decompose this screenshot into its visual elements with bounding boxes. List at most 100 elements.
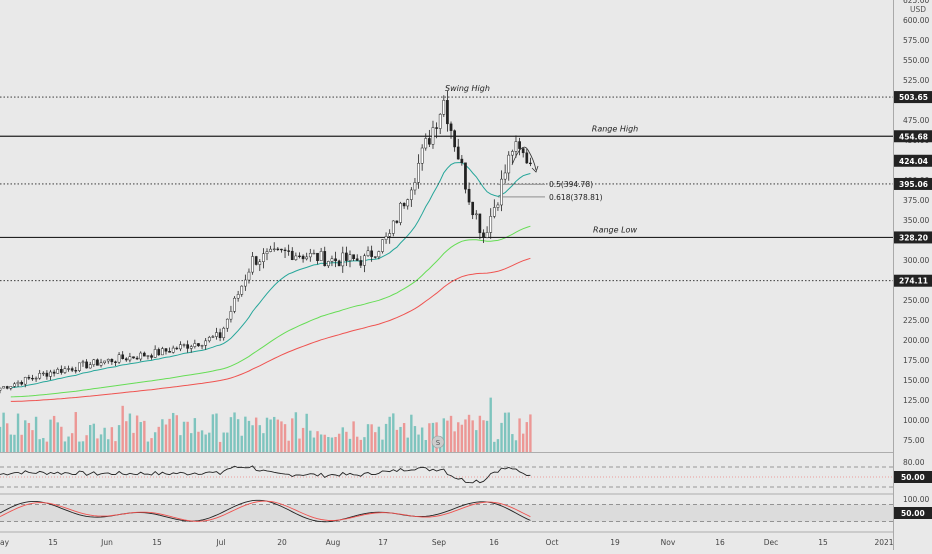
time-tick-label: Nov <box>661 538 676 547</box>
volume-bar <box>265 417 269 452</box>
volume-bar <box>34 416 38 452</box>
candle-body <box>240 285 244 295</box>
candle-body <box>207 337 211 342</box>
candle-body <box>258 261 262 265</box>
stoch-d-line <box>0 500 531 522</box>
candle-body <box>197 343 200 347</box>
volume-bar <box>74 412 77 452</box>
candle-body <box>247 271 251 281</box>
volume-bar <box>276 419 280 452</box>
time-tick-label: Dec <box>764 538 779 547</box>
volume-bar <box>327 437 330 452</box>
dividend-marker-icon[interactable] <box>431 435 445 449</box>
candle-body <box>474 213 478 216</box>
time-tick-label: 15 <box>152 538 162 547</box>
sma-mid-line <box>10 225 531 398</box>
candle-body <box>316 252 319 261</box>
volume-bar <box>478 415 482 452</box>
volume-bar <box>475 430 478 452</box>
rsi-level-tag <box>894 471 932 483</box>
volume-bar <box>446 420 449 452</box>
volume-bar <box>453 431 456 452</box>
volume-bar <box>143 420 146 452</box>
price-tick-label: 200.00 <box>903 336 929 345</box>
candle-body <box>348 254 352 261</box>
projection-arrowhead <box>531 165 539 173</box>
candle-body <box>222 327 226 338</box>
time-tick-label: 15 <box>818 538 828 547</box>
volume-bar <box>467 414 471 452</box>
volume-bar <box>301 427 305 452</box>
volume-bar <box>121 405 124 452</box>
candle-body <box>168 351 171 353</box>
volume-bar <box>67 436 70 452</box>
price-tick-label: 300.00 <box>903 256 929 265</box>
volume-bar <box>370 424 373 452</box>
volume-bar <box>117 425 121 452</box>
volume-bar <box>125 421 128 452</box>
volume-bar <box>460 424 464 452</box>
projection-arrow <box>511 146 537 171</box>
candle-body <box>262 253 265 262</box>
volume-bar <box>374 432 377 452</box>
volume-bar <box>363 437 366 452</box>
price-level-tag-label: 424.04 <box>899 157 928 166</box>
volume-bar <box>521 433 525 452</box>
time-tick-label: Oct <box>546 538 559 547</box>
candle-body <box>337 260 341 267</box>
fib-label: 0.5(394.78) <box>549 180 593 189</box>
volume-bar <box>146 441 150 452</box>
price-tick-label: 550.00 <box>903 56 929 65</box>
price-tick-label: 225.00 <box>903 316 929 325</box>
volume-bar <box>316 431 319 452</box>
candle-body <box>139 352 143 360</box>
volume-bar <box>442 418 446 452</box>
candle-body <box>471 201 475 216</box>
volume-bar <box>496 439 500 452</box>
time-tick-label: Sep <box>432 538 446 547</box>
time-axis[interactable]: ay 15 Jun 15 Jul 20 Aug 17 Sep 16 Oct 19 Nov 16 Dec 15 2… <box>0 538 894 547</box>
candle-body <box>189 346 193 349</box>
candle-body <box>114 361 117 363</box>
price-level-tag-label: 503.65 <box>899 93 928 102</box>
candle-body <box>5 386 9 389</box>
volume-bar <box>482 420 485 452</box>
volume-bar <box>417 434 420 452</box>
candle-body <box>305 256 309 260</box>
candle-body <box>323 251 327 267</box>
candle-body <box>153 349 157 358</box>
price-level-tag-label: 274.11 <box>899 277 928 286</box>
volume-bar <box>211 414 215 452</box>
candle-body <box>460 158 464 164</box>
volume-bar <box>413 426 417 452</box>
annotations: Swing High S <box>431 84 539 449</box>
volume-bar <box>244 416 247 452</box>
candle-body <box>366 250 370 257</box>
candle-body <box>345 252 348 261</box>
stoch-level-tag-label: 50.00 <box>901 509 925 518</box>
volume-bar <box>254 417 258 452</box>
volume-bar <box>395 429 399 452</box>
volume-bar <box>96 438 99 452</box>
volume-bar <box>157 426 160 452</box>
volume-bar <box>153 432 157 452</box>
volume-bar <box>132 432 135 452</box>
candle-body <box>478 213 482 234</box>
swing-high-label: Swing High <box>445 84 490 93</box>
volume-bar <box>489 397 492 452</box>
volume-bar <box>309 430 312 452</box>
candle-body <box>9 386 13 389</box>
price-tick-label: 100.00 <box>903 416 929 425</box>
volume-bar <box>399 426 402 452</box>
candle-body <box>70 368 74 371</box>
volume-bar <box>359 439 363 452</box>
volume-bar <box>38 439 41 452</box>
candle-body <box>225 318 229 329</box>
level-annotation: Range High <box>592 124 638 133</box>
price-tick-label: 350.00 <box>903 216 929 225</box>
volume-bar <box>485 420 489 452</box>
volume-bar <box>208 432 211 452</box>
